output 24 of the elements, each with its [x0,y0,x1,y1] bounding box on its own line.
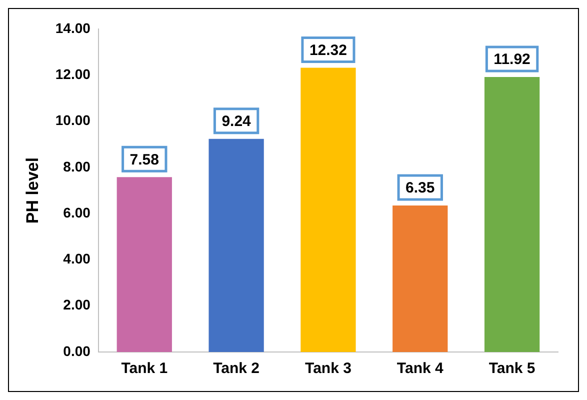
data-label: 9.24 [222,112,252,130]
bar [300,68,356,352]
bar [484,76,540,352]
x-tick-label: Tank 1 [121,360,168,378]
y-axis-title: PH level [22,157,42,224]
x-tick-label: Tank 5 [488,360,536,378]
data-label: 7.58 [130,151,159,168]
data-label: 12.32 [309,42,347,59]
x-tick-label: Tank 4 [396,360,444,378]
bar [116,177,172,352]
y-tick-label: 4.00 [63,250,91,267]
data-label: 6.35 [406,180,435,197]
data-label: 11.92 [494,51,530,68]
x-tick-label: Tank 3 [305,360,352,378]
bar [392,205,448,352]
y-tick-label: 6.00 [63,204,91,220]
y-tick-label: 12.00 [55,66,91,82]
y-tick-label: 0.00 [63,342,91,359]
y-tick-label: 8.00 [63,158,91,174]
bar [208,138,264,352]
y-tick-label: 2.00 [63,296,91,313]
y-tick-label: 14.00 [55,20,91,36]
y-tick-label: 10.00 [55,112,91,128]
x-tick-label: Tank 2 [213,360,260,378]
